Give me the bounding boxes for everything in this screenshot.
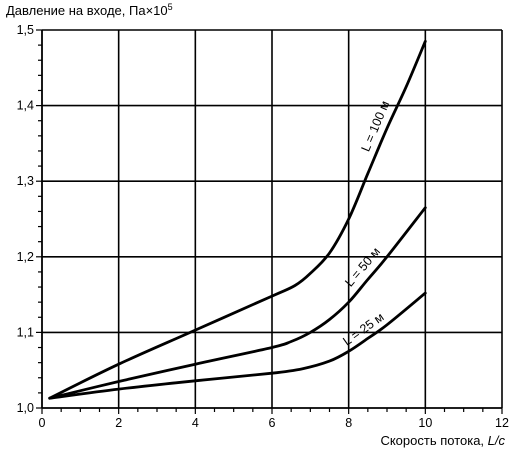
y-tick-label: 1,5 bbox=[17, 23, 34, 37]
series-lines bbox=[48, 39, 427, 400]
y-tick-label: 1,4 bbox=[17, 99, 34, 113]
x-axis-label-unit: L/c bbox=[487, 433, 505, 448]
x-tick-label: 0 bbox=[39, 416, 46, 430]
y-tick-label: 1,2 bbox=[17, 250, 34, 264]
series-line bbox=[48, 291, 427, 400]
chart-title-text: Давление на входе, Па×10 bbox=[6, 3, 168, 18]
x-tick-label: 12 bbox=[495, 416, 509, 430]
series-line bbox=[48, 206, 427, 400]
tick-labels: 0 2 4 6 8 10 12 1,0 1,1 1,2 1,3 1,4 1,5 bbox=[17, 23, 509, 430]
grid-lines bbox=[42, 29, 503, 408]
y-tick-label: 1,1 bbox=[17, 325, 34, 339]
chart-title: Давление на входе, Па×105 bbox=[6, 2, 173, 18]
x-axis-label: Скорость потока, L/c bbox=[380, 433, 505, 448]
y-tick-label: 1,3 bbox=[17, 174, 34, 188]
x-tick-label: 2 bbox=[115, 416, 122, 430]
x-tick-label: 10 bbox=[418, 416, 432, 430]
x-tick-label: 6 bbox=[269, 416, 276, 430]
y-tick-label: 1,0 bbox=[17, 401, 34, 415]
chart-title-exponent: 5 bbox=[167, 2, 173, 12]
x-axis-label-text: Скорость потока, bbox=[380, 433, 488, 448]
axes bbox=[36, 29, 503, 414]
series-line bbox=[48, 39, 427, 400]
x-tick-label: 8 bbox=[345, 416, 352, 430]
x-tick-label: 4 bbox=[192, 416, 199, 430]
